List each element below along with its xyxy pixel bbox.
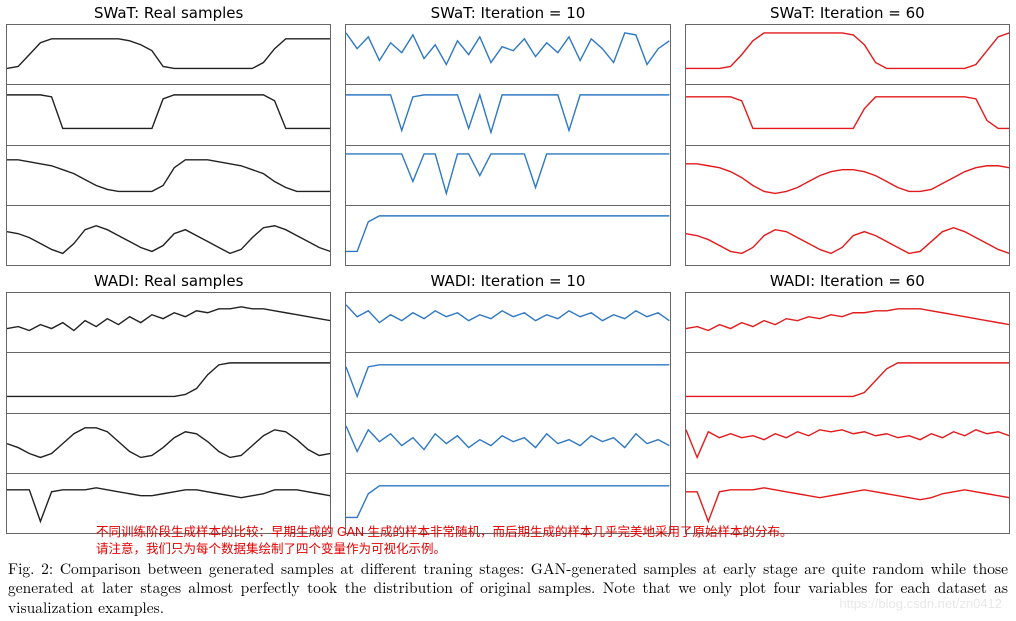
chart-cell: WADI: Iteration = 10 xyxy=(345,272,670,534)
chart-title: WADI: Iteration = 60 xyxy=(770,272,925,290)
line-plot xyxy=(7,414,330,473)
subplot xyxy=(686,414,1009,474)
red-caption-line2: 请注意，我们只为每个数据集绘制了四个变量作为可视化示例。 xyxy=(96,541,1008,557)
subplot xyxy=(346,293,669,353)
subplot xyxy=(7,25,330,85)
subplot xyxy=(686,206,1009,265)
line-plot xyxy=(686,206,1009,265)
subplot xyxy=(686,146,1009,206)
subplot xyxy=(346,146,669,206)
chart-panel xyxy=(345,292,670,534)
caption-block: 不同训练阶段生成样本的比较：早期生成的 GAN 生成的样本非常随机，而后期生成的… xyxy=(8,524,1008,617)
line-plot xyxy=(7,85,330,144)
line-plot xyxy=(7,353,330,412)
subplot xyxy=(346,353,669,413)
line-plot xyxy=(346,206,669,265)
chart-grid: SWaT: Real samples SWaT: Iteration = 10 SW… xyxy=(6,4,1010,534)
chart-panel xyxy=(6,292,331,534)
line-plot xyxy=(686,353,1009,412)
line-plot xyxy=(346,146,669,205)
line-plot xyxy=(7,146,330,205)
line-plot xyxy=(346,85,669,144)
line-plot xyxy=(7,293,330,352)
chart-panel xyxy=(6,24,331,266)
line-plot xyxy=(686,25,1009,84)
subplot xyxy=(346,85,669,145)
figure-caption: Fig. 2: Comparison between generated sam… xyxy=(8,559,1008,617)
line-plot xyxy=(7,206,330,265)
line-plot xyxy=(346,414,669,473)
red-caption-line1: 不同训练阶段生成样本的比较：早期生成的 GAN 生成的样本非常随机，而后期生成的… xyxy=(96,524,1008,540)
subplot xyxy=(686,353,1009,413)
subplot xyxy=(7,206,330,265)
subplot xyxy=(686,25,1009,85)
subplot xyxy=(7,146,330,206)
chart-cell: WADI: Real samples xyxy=(6,272,331,534)
line-plot xyxy=(686,146,1009,205)
chart-cell: SWaT: Iteration = 10 xyxy=(345,4,670,266)
chart-cell: WADI: Iteration = 60 xyxy=(685,272,1010,534)
chart-cell: SWaT: Iteration = 60 xyxy=(685,4,1010,266)
subplot xyxy=(686,293,1009,353)
line-plot xyxy=(7,25,330,84)
chart-title: SWaT: Iteration = 60 xyxy=(770,4,925,22)
subplot xyxy=(346,414,669,474)
line-plot xyxy=(686,414,1009,473)
subplot xyxy=(7,353,330,413)
subplot xyxy=(346,206,669,265)
chart-title: SWaT: Iteration = 10 xyxy=(431,4,586,22)
chart-panel xyxy=(345,24,670,266)
chart-title: WADI: Iteration = 10 xyxy=(431,272,586,290)
subplot xyxy=(7,85,330,145)
line-plot xyxy=(686,293,1009,352)
subplot xyxy=(7,414,330,474)
line-plot xyxy=(346,353,669,412)
line-plot xyxy=(346,293,669,352)
subplot xyxy=(346,25,669,85)
line-plot xyxy=(346,25,669,84)
chart-cell: SWaT: Real samples xyxy=(6,4,331,266)
chart-title: SWaT: Real samples xyxy=(94,4,243,22)
chart-panel xyxy=(685,292,1010,534)
subplot xyxy=(7,293,330,353)
line-plot xyxy=(686,85,1009,144)
subplot xyxy=(686,85,1009,145)
chart-title: WADI: Real samples xyxy=(94,272,244,290)
chart-panel xyxy=(685,24,1010,266)
